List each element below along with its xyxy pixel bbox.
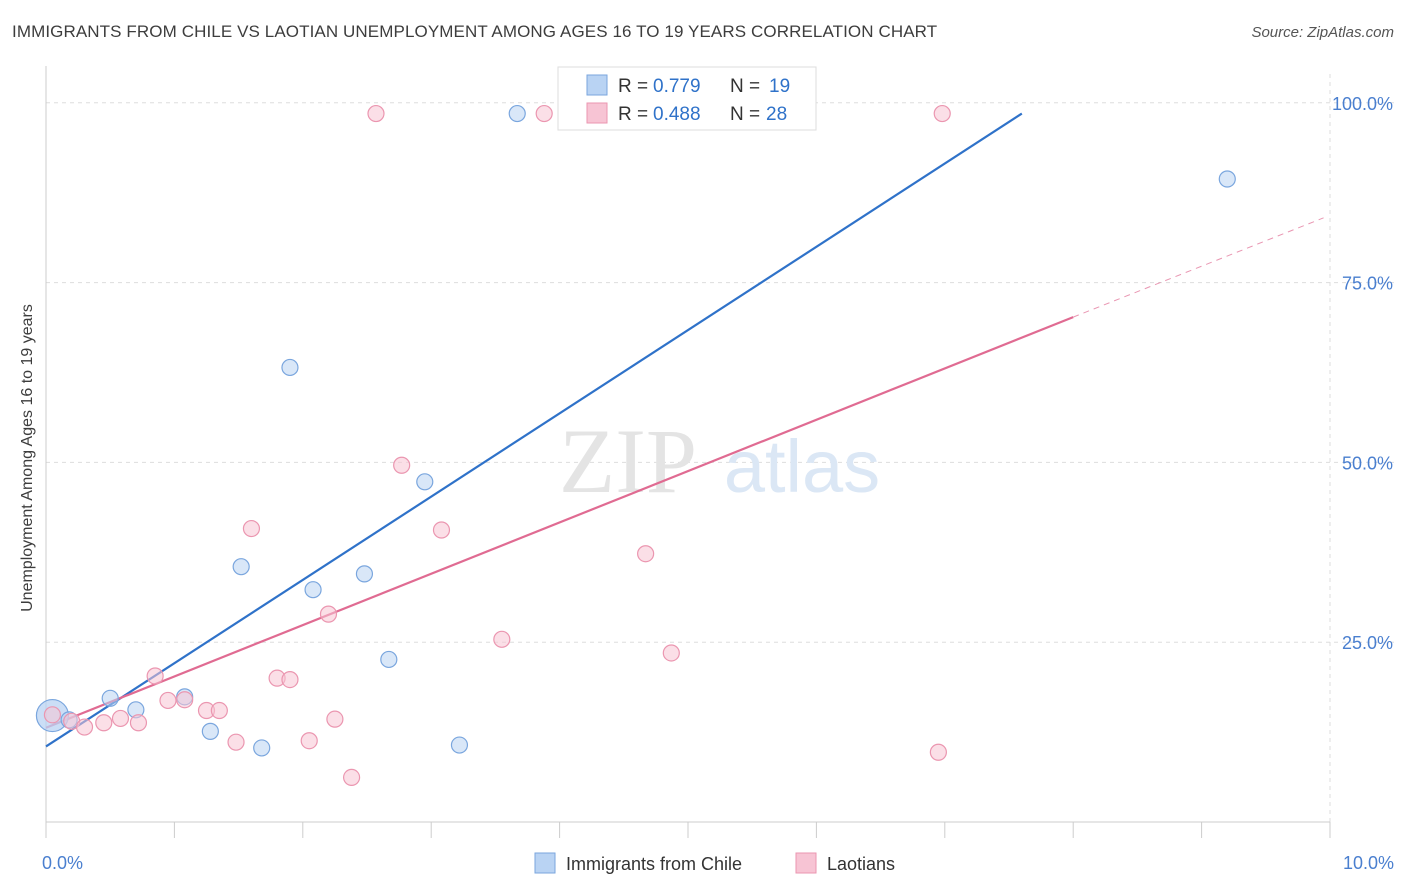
y-tick-label-3: 100.0% — [1332, 94, 1393, 114]
point-pink-7 — [159, 691, 177, 710]
point-blue-10 — [355, 565, 374, 583]
point-blue-17 — [1218, 170, 1236, 188]
grid-lines — [46, 74, 1395, 822]
y-tick-label-1: 50.0% — [1342, 453, 1393, 473]
bottom-legend-label-laotians: Laotians — [827, 854, 895, 874]
point-pink-26 — [929, 743, 947, 761]
chart-title: IMMIGRANTS FROM CHILE VS LAOTIAN UNEMPLO… — [12, 22, 938, 41]
watermark: ZIP atlas — [559, 410, 880, 512]
point-blue-7 — [253, 739, 271, 757]
legend-swatch-pink — [586, 102, 608, 124]
point-pink-8 — [176, 691, 194, 709]
x-tick-label-0: 0.0% — [42, 853, 83, 873]
trend-extension-pink — [1073, 217, 1324, 318]
point-blue-2 — [101, 689, 119, 707]
legend-r-label: R = — [618, 104, 653, 125]
tick-labels: 25.0% 50.0% 75.0% 100.0% 0.0% 10.0% — [42, 94, 1394, 873]
y-tick-label-2: 75.0% — [1342, 274, 1393, 294]
point-pink-3 — [95, 714, 113, 732]
legend-row-pink: R = 0.488 N = 28 — [618, 104, 787, 125]
legend-n-value: 19 — [769, 76, 790, 97]
point-blue-11 — [380, 650, 398, 669]
y-tick-label-0: 25.0% — [1342, 633, 1393, 653]
bottom-legend-swatch-laotians — [795, 852, 817, 874]
trend-line-pink — [45, 316, 1074, 729]
point-pink-5 — [129, 714, 148, 732]
trend-lines — [45, 112, 1324, 748]
legend-n-label: N = — [730, 104, 765, 125]
point-pink-10 — [210, 701, 228, 720]
trend-line-blue — [45, 112, 1023, 748]
point-pink-18 — [342, 768, 361, 787]
point-pink-23 — [535, 104, 553, 123]
legend-r-value: 0.779 — [653, 76, 701, 97]
point-pink-17 — [326, 710, 344, 728]
bottom-legend: Immigrants from Chile Laotians — [534, 852, 895, 874]
point-pink-6 — [146, 667, 164, 685]
point-pink-4 — [111, 709, 130, 728]
point-pink-0 — [43, 706, 62, 724]
watermark-atlas: atlas — [724, 425, 880, 508]
watermark-zip: ZIP — [559, 410, 697, 512]
point-blue-14 — [508, 104, 526, 123]
legend: R = 0.779 N = 19 R = 0.488 N = 28 — [557, 66, 817, 131]
legend-row-blue: R = 0.779 N = 19 — [618, 76, 790, 97]
point-pink-15 — [300, 732, 318, 750]
point-pink-24 — [637, 545, 655, 563]
point-pink-27 — [933, 104, 951, 123]
legend-n-value: 28 — [766, 104, 787, 125]
legend-n-label: N = — [730, 76, 765, 97]
bottom-legend-swatch-chile — [534, 852, 556, 874]
legend-swatch-blue — [586, 74, 608, 96]
data-points — [35, 104, 1236, 787]
chart-source: Source: ZipAtlas.com — [1251, 24, 1394, 41]
axes — [45, 66, 1331, 838]
point-blue-13 — [450, 736, 469, 754]
point-pink-16 — [319, 605, 338, 623]
point-blue-5 — [201, 722, 219, 740]
legend-r-value: 0.488 — [653, 104, 701, 125]
point-pink-19 — [367, 104, 385, 123]
point-pink-22 — [493, 630, 511, 648]
legend-r-label: R = — [618, 76, 653, 97]
point-pink-12 — [242, 519, 261, 538]
point-blue-6 — [232, 558, 250, 576]
x-tick-label-1: 10.0% — [1343, 853, 1394, 873]
point-pink-20 — [393, 456, 411, 474]
point-blue-9 — [304, 581, 322, 599]
point-pink-25 — [662, 644, 680, 662]
point-blue-12 — [416, 473, 434, 491]
point-pink-21 — [432, 521, 451, 539]
point-pink-11 — [227, 733, 245, 751]
bottom-legend-label-chile: Immigrants from Chile — [566, 854, 742, 874]
point-blue-8 — [281, 358, 299, 377]
point-pink-2 — [75, 718, 94, 736]
point-pink-14 — [281, 670, 299, 689]
